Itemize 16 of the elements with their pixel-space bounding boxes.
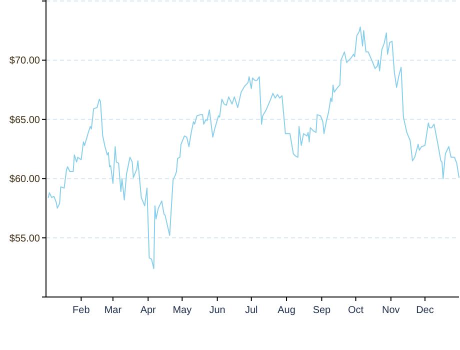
line-series xyxy=(48,26,460,270)
x-tick-label: Apr xyxy=(140,305,157,316)
x-tick-label: May xyxy=(172,305,192,316)
x-tick-label: Jul xyxy=(244,305,258,316)
y-tick-label: $70.00 xyxy=(9,56,40,67)
y-tick-label: $60.00 xyxy=(9,174,40,186)
x-tick-label: Feb xyxy=(72,305,90,316)
x-tick-label: Jun xyxy=(209,305,226,316)
x-tick-label: Aug xyxy=(278,305,296,316)
x-tick-label: Sep xyxy=(312,305,332,316)
x-tick-label: Mar xyxy=(104,305,122,316)
y-tick-label: $65.00 xyxy=(9,114,40,126)
x-tick-label: Oct xyxy=(348,305,364,316)
x-tick-label: Nov xyxy=(382,305,400,316)
x-tick-label: Dec xyxy=(416,305,434,316)
y-tick-label: $55.00 xyxy=(9,233,40,244)
